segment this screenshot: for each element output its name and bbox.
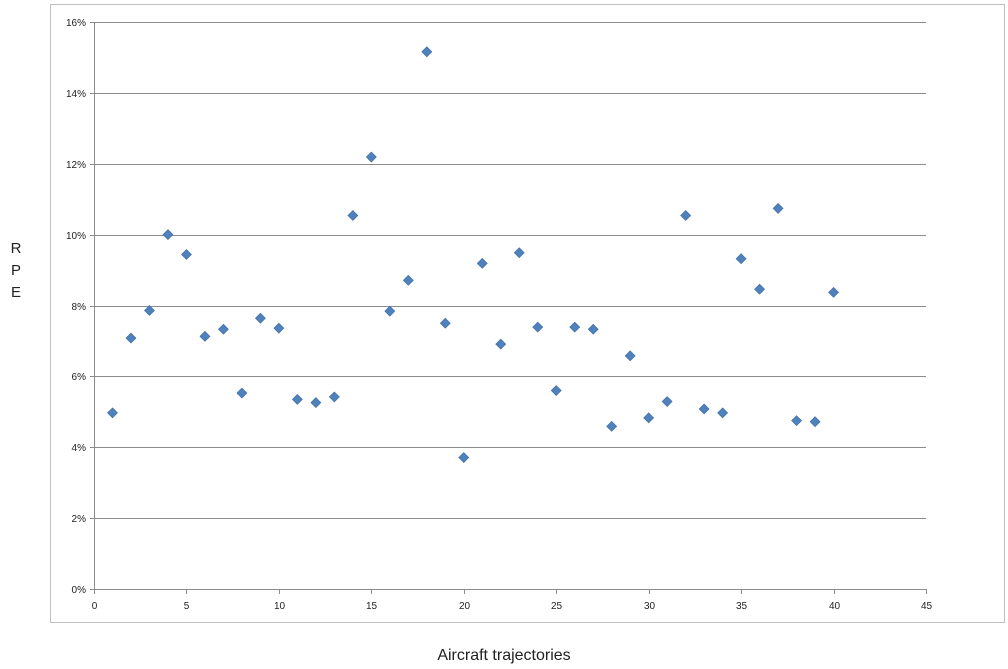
chart-area-border (50, 4, 1005, 623)
y-tick-label: 8% (72, 302, 87, 313)
x-tick-label: 45 (921, 601, 933, 612)
data-point (643, 412, 655, 424)
data-point (791, 415, 803, 427)
y-tick-label: 10% (66, 231, 86, 242)
data-point (384, 305, 396, 317)
y-tick-label: 12% (66, 160, 86, 171)
data-point (402, 274, 414, 286)
y-tick-label: 4% (72, 443, 87, 454)
gridlines (94, 22, 926, 519)
y-tick-label: 6% (72, 372, 87, 383)
y-tick-label: 14% (66, 89, 86, 100)
x-tick-label: 20 (459, 601, 471, 612)
data-point (144, 305, 155, 316)
data-point (550, 385, 562, 396)
y-tick-label: 0% (72, 585, 87, 596)
y-tick-label: 16% (66, 18, 86, 29)
data-point (772, 202, 784, 214)
data-point (273, 322, 285, 334)
y-tick-label: 2% (72, 514, 87, 525)
data-point (421, 46, 433, 58)
data-point (291, 393, 303, 405)
x-tick-label: 5 (184, 601, 190, 612)
data-point (513, 247, 525, 259)
data-point (661, 396, 673, 407)
x-tick-label: 0 (92, 601, 98, 612)
data-point (587, 323, 599, 335)
x-tick-labels: 0 5 10 15 20 25 30 35 40 45 (92, 601, 933, 612)
data-point (199, 330, 211, 342)
data-point (606, 420, 618, 432)
data-point (717, 407, 729, 419)
data-point (328, 391, 340, 403)
data-point (125, 332, 137, 344)
data-point (254, 312, 266, 324)
data-point (347, 210, 359, 221)
data-point (828, 286, 839, 298)
data-point (698, 403, 710, 415)
data-point (181, 249, 192, 260)
data-point (365, 151, 377, 163)
axes (90, 22, 927, 594)
data-point (439, 317, 451, 329)
data-point (754, 283, 766, 295)
data-point (476, 257, 488, 269)
data-point (624, 350, 636, 362)
x-tick-label: 15 (366, 601, 378, 612)
data-points (107, 46, 839, 463)
data-point (809, 416, 821, 428)
data-point (735, 253, 747, 265)
data-point (532, 321, 544, 333)
x-tick-label: 30 (644, 601, 656, 612)
x-tick-label: 35 (736, 601, 748, 612)
data-point (495, 338, 507, 350)
data-point (217, 323, 229, 335)
data-point (162, 229, 174, 241)
data-point (569, 321, 581, 333)
data-point (680, 210, 692, 221)
x-tick-label: 10 (274, 601, 286, 612)
data-point (310, 397, 322, 409)
x-tick-label: 25 (551, 601, 563, 612)
x-axis-label: Aircraft trajectories (437, 647, 570, 664)
data-point (236, 387, 248, 399)
data-point (107, 407, 118, 419)
x-tick-label: 40 (829, 601, 841, 612)
data-point (458, 452, 470, 463)
y-tick-labels: 0% 2% 4% 6% 8% 10% 12% 14% 16% (66, 18, 86, 596)
